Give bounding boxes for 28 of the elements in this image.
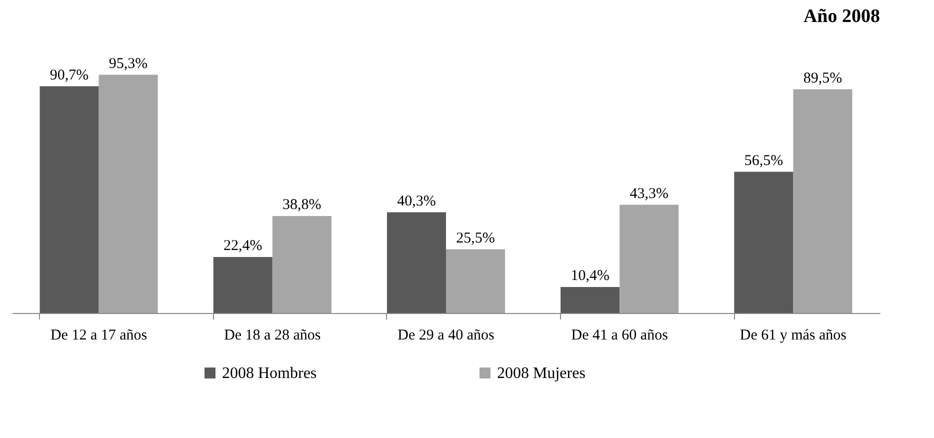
data-label: 89,5% [803, 70, 842, 86]
bar [213, 257, 272, 313]
x-tick-label: De 61 y más años [740, 328, 847, 344]
legend-label: 2008 Mujeres [497, 365, 586, 382]
data-label: 56,5% [744, 152, 784, 169]
x-tick-label: De 29 a 40 años [398, 328, 494, 344]
data-label: 95,3% [108, 56, 148, 72]
data-label: 38,8% [282, 197, 322, 213]
data-label: 90,7% [50, 67, 89, 84]
x-tick-label: De 12 a 17 años [50, 328, 148, 344]
bar [620, 204, 679, 313]
data-label: 25,5% [456, 230, 495, 246]
bar [793, 89, 852, 313]
bar [40, 86, 99, 313]
data-label: 10,4% [570, 268, 610, 284]
bar [560, 287, 620, 313]
bar [98, 74, 158, 313]
data-label: 40,3% [397, 193, 436, 210]
bar [272, 216, 332, 313]
data-label: 43,3% [630, 186, 668, 202]
data-label: 22,4% [224, 238, 262, 254]
x-tick-label: De 41 a 60 años [571, 328, 668, 344]
bar [386, 212, 446, 313]
bar [446, 249, 506, 313]
legend-label: 2008 Hombres [222, 365, 317, 382]
bar [734, 172, 794, 313]
x-tick-label: De 18 a 28 años [224, 328, 321, 344]
chart-title: Año 2008 [803, 6, 880, 27]
